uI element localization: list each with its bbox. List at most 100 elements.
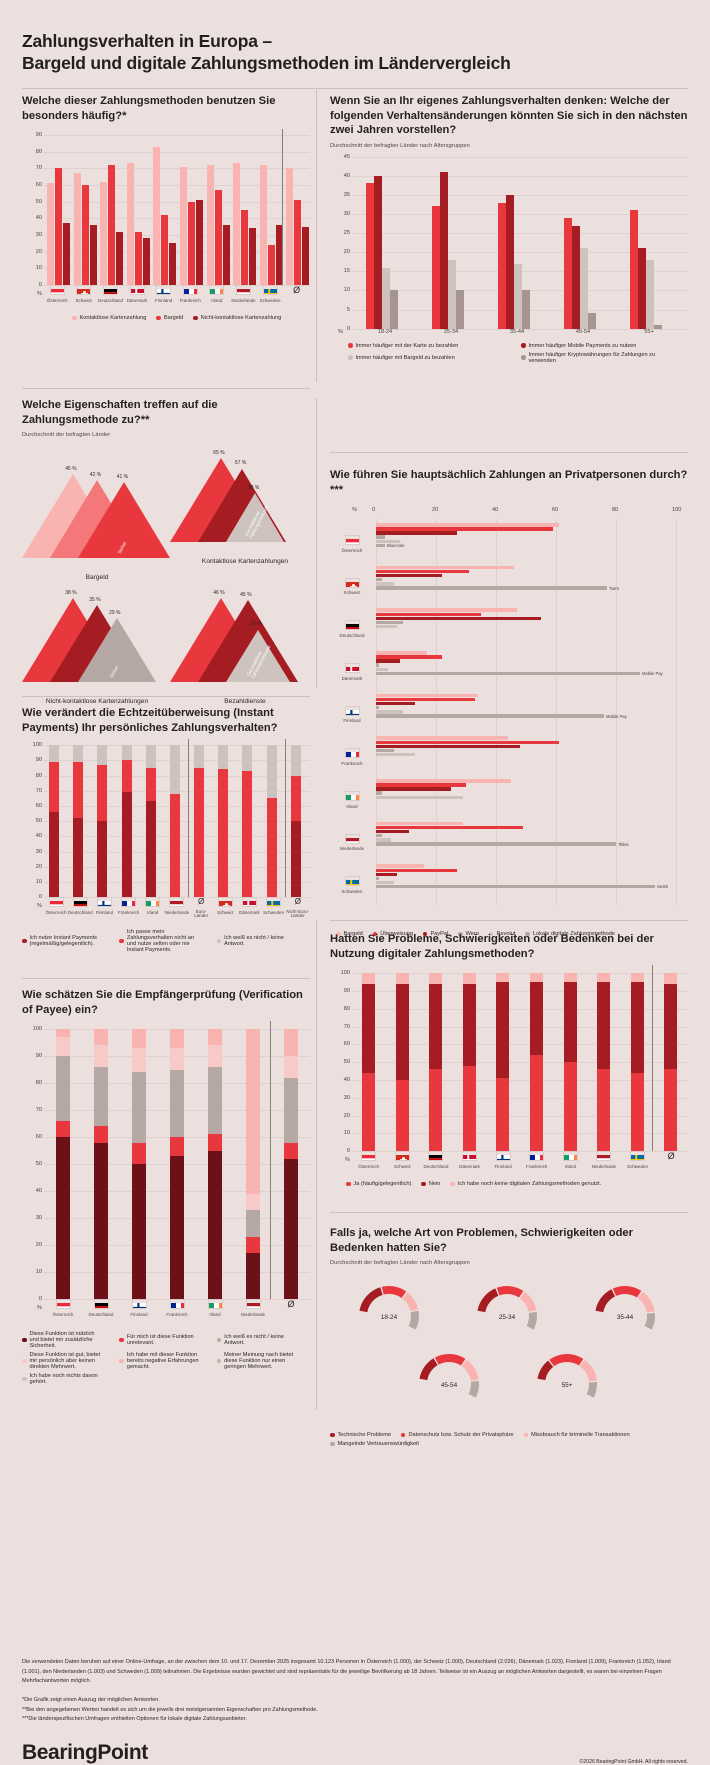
flag-cell-at: Österreich bbox=[44, 897, 68, 925]
flag-label: Schweiz bbox=[343, 590, 361, 596]
plot-area bbox=[44, 1021, 310, 1300]
flag-icon-fi bbox=[344, 705, 360, 716]
legend-swatch-icon bbox=[336, 931, 341, 937]
brand-logo: BearingPoint bbox=[22, 1740, 148, 1764]
legend-item: Meiner Meinung nach bietet diese Funktio… bbox=[216, 1352, 300, 1370]
gridline bbox=[352, 973, 688, 975]
footer-note-1: *Die Grafik zeigt einen Auszug der mögli… bbox=[22, 1696, 160, 1703]
chart-problem-types-age: Falls ja, welche Art von Problemen, Schw… bbox=[330, 1226, 688, 1450]
legend-swatch-icon bbox=[216, 938, 222, 944]
bar-segment bbox=[496, 1078, 510, 1152]
bar bbox=[196, 200, 203, 286]
donut-svg bbox=[477, 1286, 537, 1330]
bar-group bbox=[564, 157, 596, 329]
y-tick-label: 60 bbox=[343, 1041, 350, 1048]
stacked-bar bbox=[290, 745, 301, 898]
legend-label: Lokale digitale Zahlungsmethode bbox=[532, 931, 616, 938]
bar-segment bbox=[56, 1037, 70, 1057]
flag-icon-se bbox=[630, 1151, 646, 1162]
bar bbox=[646, 259, 654, 329]
flag-label: Deutschland bbox=[339, 632, 365, 638]
flag-cell-nl: Niederlande bbox=[165, 897, 189, 925]
legend-item: Ja (häufig/gelegentlich) bbox=[346, 1181, 411, 1187]
chart-title: Wenn Sie an Ihr eigenes Zahlungsverhalte… bbox=[330, 95, 688, 137]
chart-subtitle: Durchschnitt der befragten Länder nach A… bbox=[330, 142, 470, 149]
bar-segment bbox=[73, 818, 84, 898]
bar bbox=[376, 624, 397, 629]
legend-item: Ich weiß es nicht / keine Antwort. bbox=[216, 929, 300, 953]
donut-grid: 18-24 25-34 35-44 45-54 55+ bbox=[330, 1276, 688, 1426]
legend-label: Ich habe noch nichts davon gehört. bbox=[29, 1373, 98, 1386]
flag-cell-dk: Dänemark bbox=[124, 285, 151, 311]
bar-segment bbox=[56, 1137, 70, 1300]
legend-item: Missbrauch für kriminelle Transaktionen bbox=[523, 1432, 630, 1438]
pyramid-value: 29 % bbox=[250, 621, 262, 628]
donut-svg bbox=[537, 1354, 597, 1398]
pyramid-value: 46 % bbox=[213, 590, 225, 597]
bar bbox=[63, 223, 70, 286]
flag-label: Österreich bbox=[45, 909, 67, 915]
bar bbox=[376, 864, 424, 868]
flag-label: Finnland bbox=[155, 297, 173, 303]
bar-segment bbox=[242, 745, 253, 771]
y-tick-label: 80 bbox=[35, 1080, 42, 1087]
legend-item: Immer häufiger mit Bargeld zu bezahlen bbox=[348, 352, 505, 364]
donut-chart: 45-54 bbox=[412, 1348, 486, 1410]
pyramid-value: 45 % bbox=[240, 591, 252, 598]
legend-label: Ich nutze Instant Payments (regelmäßig/g… bbox=[29, 935, 97, 948]
legend-label: Immer häufiger Mobile Payments zu nutzen bbox=[528, 342, 637, 349]
stacked-bar bbox=[145, 745, 156, 898]
bar-segment bbox=[145, 745, 156, 768]
bar-group bbox=[233, 135, 257, 286]
legend-item: Ich weiß es nicht / keine Antwort. bbox=[216, 1331, 300, 1349]
y-tick-label: 40 bbox=[35, 833, 42, 840]
flag-label: Finnland bbox=[494, 1163, 512, 1169]
pyramid-value: 65 % bbox=[213, 450, 225, 457]
bar-segment bbox=[169, 745, 180, 794]
bar bbox=[456, 290, 464, 329]
bar-segment bbox=[97, 745, 108, 765]
flag-icon-ie bbox=[344, 791, 360, 802]
flag-label: Irland bbox=[209, 1311, 221, 1317]
country-flag-row: Österreich Schweiz Deutschland Dänemark Finn… bbox=[22, 285, 310, 311]
y-tick-label: 40 bbox=[35, 215, 42, 222]
bar bbox=[134, 231, 142, 286]
bar bbox=[73, 173, 81, 286]
bar-segment bbox=[170, 1029, 184, 1049]
stacked-bar bbox=[94, 1029, 108, 1300]
legend-item: Lokale digitale Zahlungsmethode bbox=[525, 931, 615, 937]
x-tick-label: 80 bbox=[612, 507, 619, 514]
legend-label: Immer häufiger mit Bargeld zu bezahlen bbox=[355, 354, 455, 361]
stacked-bar bbox=[429, 973, 443, 1152]
legend-label: Ich weiß es nicht / keine Antwort. bbox=[224, 935, 284, 948]
group-separator bbox=[284, 739, 286, 898]
legend-swatch-icon bbox=[348, 343, 353, 348]
stacked-bar bbox=[242, 745, 253, 898]
bar-segment bbox=[597, 982, 611, 1070]
flag-cell-ie: Irland bbox=[332, 791, 372, 809]
flag-icon-de bbox=[428, 1151, 444, 1162]
bar-segment bbox=[94, 1029, 108, 1046]
bar-segment bbox=[462, 983, 476, 1066]
donut-label: 18-24 bbox=[380, 1314, 398, 1322]
chart-legend: Ja (häufig/gelegentlich) Nein Ich habe noc… bbox=[330, 1181, 688, 1190]
legend-swatch-icon bbox=[422, 931, 428, 937]
flag-cell-nl: Niederlande bbox=[587, 1151, 621, 1177]
legend-item: Ich habe noch keine digitalen Zahlungsme… bbox=[450, 1181, 601, 1187]
y-tick-label: 10 bbox=[343, 287, 350, 294]
legend-item: PayPal bbox=[422, 931, 448, 937]
bar-segment bbox=[208, 1150, 222, 1300]
y-tick-label: 60 bbox=[35, 1134, 42, 1141]
y-tick-label: 25 bbox=[343, 230, 350, 237]
flag-icon-fr bbox=[169, 1299, 185, 1310]
flag-label: Österreich bbox=[52, 1311, 74, 1317]
y-tick-label: 90 bbox=[343, 987, 350, 994]
flag-label: Dänemark bbox=[239, 909, 260, 915]
divider bbox=[22, 88, 688, 89]
bar-segment bbox=[284, 1056, 298, 1078]
stacked-bar bbox=[664, 973, 678, 1152]
pyramid-shape bbox=[226, 630, 290, 683]
flag-label: Frankreich bbox=[179, 297, 201, 303]
legend-item: Ich habe mit dieser Funktion bereits neg… bbox=[119, 1352, 202, 1370]
bar bbox=[376, 834, 382, 838]
